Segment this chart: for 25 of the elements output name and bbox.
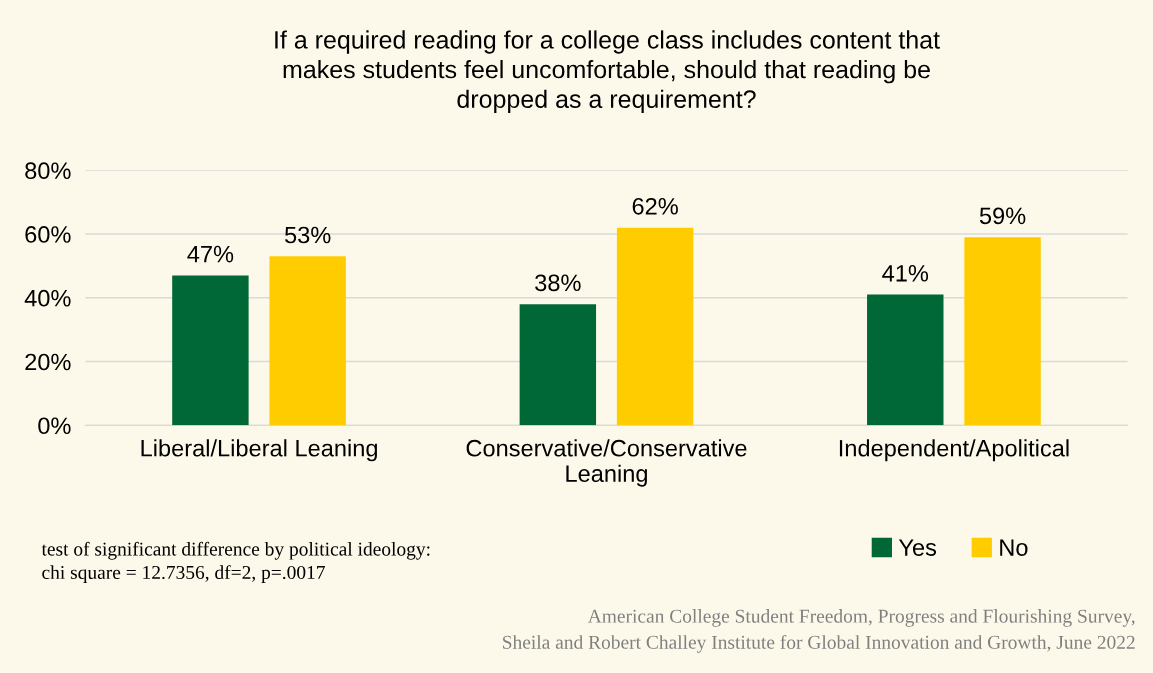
- y-tick-label: 80%: [25, 162, 71, 180]
- bar: [867, 294, 944, 426]
- bar: [616, 227, 694, 426]
- legend-label: No: [1000, 539, 1028, 556]
- bar: [964, 237, 1041, 426]
- x-tick-label: Liberal/Liberal Leaning: [141, 439, 377, 462]
- bar: [269, 256, 346, 426]
- y-tick-label: 60%: [25, 226, 71, 243]
- data-label: 62%: [632, 197, 678, 215]
- bar: [519, 304, 597, 426]
- data-label: 59%: [979, 207, 1026, 225]
- text: American College Student Freedom, Progress and Flourishing Survey, Sheila and Robert Challey Institute for Global Innovation and Growth, June 2022: [503, 609, 1135, 653]
- y-tick-label: 0%: [38, 417, 71, 435]
- x-tick-label: Conservative/Conservative Leaning: [466, 439, 747, 487]
- chart-title: If a required reading for a college class includes content that makes students feel uncomfortable, should that reading be dropped as a requirement?: [275, 30, 940, 113]
- y-tick-label: 40%: [24, 289, 71, 307]
- text: test of significant difference by political ideology: chi square = 12.7356, df=2, p=.0017: [41, 541, 430, 583]
- bar: [172, 275, 249, 426]
- data-label: 38%: [535, 274, 581, 292]
- legend-label: Yes: [898, 539, 937, 556]
- data-label: 47%: [187, 245, 234, 263]
- data-label: 53%: [285, 226, 331, 244]
- data-label: 41%: [882, 265, 929, 282]
- x-tick-label: Independent/Apolitical: [839, 439, 1069, 462]
- y-tick-label: 20%: [25, 353, 71, 371]
